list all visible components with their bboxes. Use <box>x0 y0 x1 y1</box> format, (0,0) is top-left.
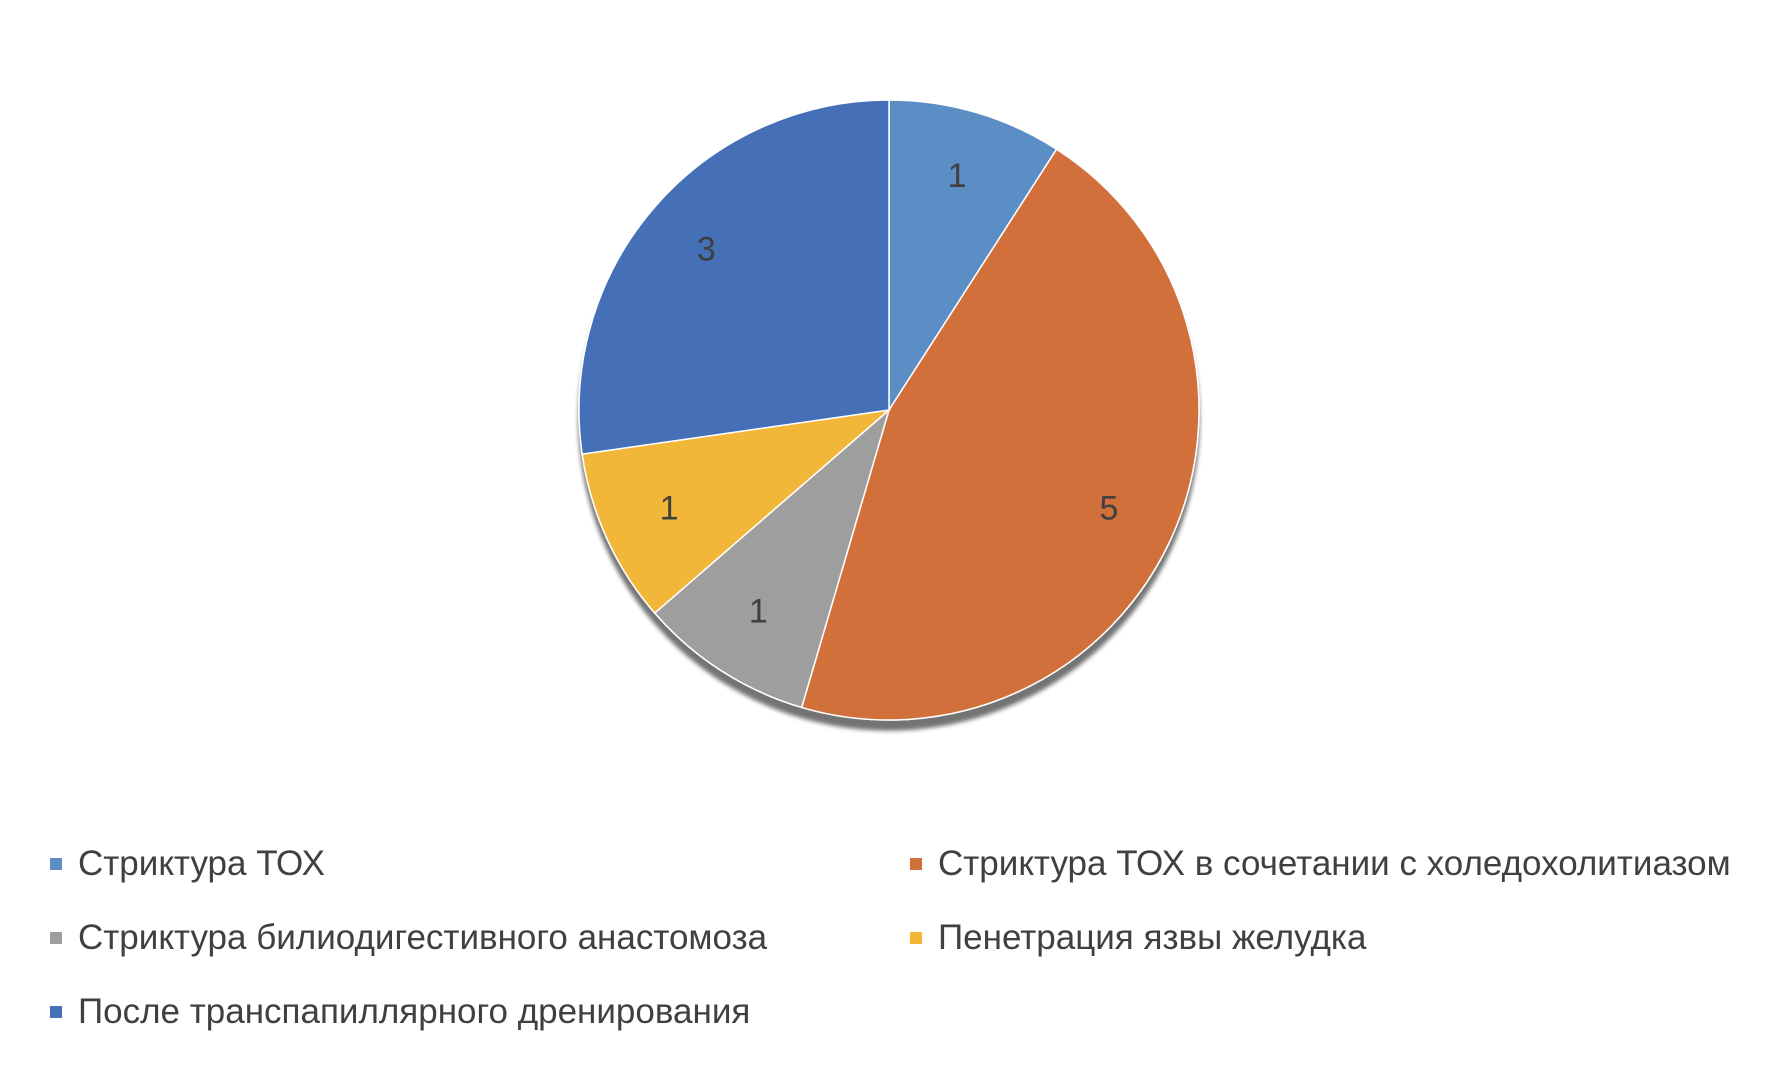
slice-data-label-4: 1 <box>660 489 679 527</box>
pie-slice-3 <box>653 407 891 709</box>
legend-item-3: Стриктура билиодигестивного анастомоза <box>50 914 910 962</box>
slice-data-label-5: 3 <box>697 231 716 269</box>
legend-label-4: Пенетрация язвы желудка <box>938 918 1367 957</box>
legend-swatch-3 <box>50 932 62 944</box>
legend-item-4: Пенетрация язвы желудка <box>910 914 1750 962</box>
legend-item-5: После транспапиллярного дренирования <box>50 988 910 1036</box>
legend-label-2: Стриктура ТОХ в сочетании с холедохолити… <box>938 844 1731 883</box>
legend-label-3: Стриктура билиодигестивного анастомоза <box>78 918 768 957</box>
pie-slice-5 <box>578 99 890 455</box>
legend-label-5: После транспапиллярного дренирования <box>78 992 751 1031</box>
legend-swatch-1 <box>50 858 62 870</box>
pie-slice-1 <box>888 99 1058 413</box>
slice-data-label-1: 1 <box>948 157 967 195</box>
slice-data-label-2: 5 <box>1099 489 1118 527</box>
pie-slice-4 <box>581 408 892 615</box>
legend-swatch-2 <box>910 858 922 870</box>
legend: Стриктура ТОХ Стриктура ТОХ в сочетании с… <box>50 840 1750 1036</box>
legend-label-1: Стриктура ТОХ <box>78 844 326 883</box>
legend-swatch-5 <box>50 1006 62 1018</box>
legend-item-1: Стриктура ТОХ <box>50 840 910 888</box>
pie-slice-2 <box>800 148 1200 721</box>
legend-swatch-4 <box>910 932 922 944</box>
legend-item-2: Стриктура ТОХ в сочетании с холедохолити… <box>910 840 1750 888</box>
slice-data-label-3: 1 <box>749 592 768 630</box>
